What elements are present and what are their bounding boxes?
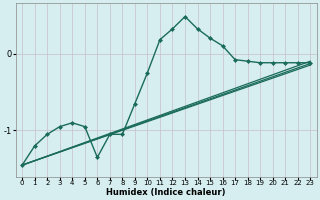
X-axis label: Humidex (Indice chaleur): Humidex (Indice chaleur) — [107, 188, 226, 197]
